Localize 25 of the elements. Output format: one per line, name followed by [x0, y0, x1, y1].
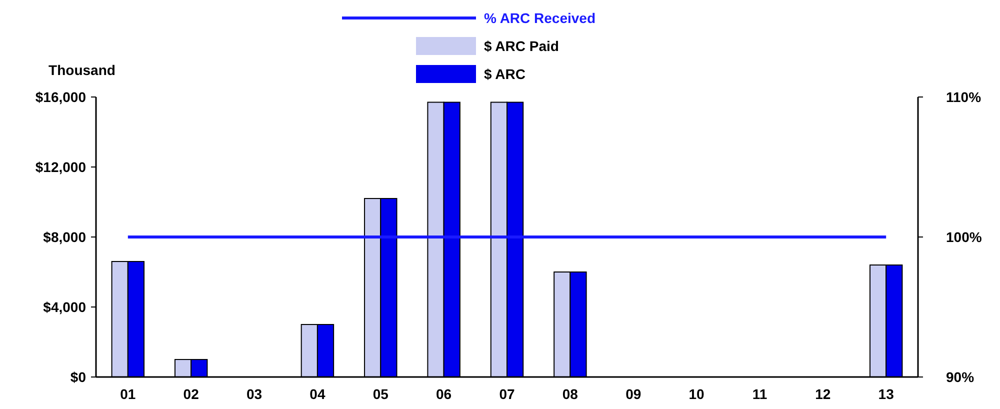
x-tick-label: 08	[562, 386, 578, 402]
x-tick-label: 06	[436, 386, 452, 402]
y2-tick-label: 100%	[946, 228, 982, 245]
x-tick-label: 12	[815, 386, 831, 402]
y-axis-title: Thousand	[48, 62, 116, 78]
text: % ARC Received	[484, 10, 596, 26]
y-tick-label: $12,000	[35, 158, 86, 175]
y-tick-label: $4,000	[43, 298, 86, 315]
legend-label: $ ARC Paid	[484, 38, 559, 54]
y2-tick-label: 110%	[946, 88, 982, 105]
x-tick-label: 03	[246, 386, 262, 402]
x-tick-label: 07	[499, 386, 515, 402]
x-tick-label: 02	[183, 386, 200, 402]
x-tick-label: 13	[878, 386, 894, 402]
x-tick-label: 01	[120, 386, 136, 402]
legend-label: $ ARC	[484, 66, 526, 82]
y-tick-label: $16,000	[35, 88, 86, 105]
y2-tick-label: 90%	[946, 368, 975, 385]
x-tick-label: 09	[626, 386, 642, 402]
x-tick-label: 04	[310, 386, 326, 402]
y-tick-label: $0	[70, 368, 86, 385]
x-tick-label: 10	[688, 386, 705, 402]
x-tick-label: 11	[752, 386, 768, 402]
x-tick-label: 05	[372, 386, 389, 402]
y-tick-label: $8,000	[43, 228, 86, 245]
